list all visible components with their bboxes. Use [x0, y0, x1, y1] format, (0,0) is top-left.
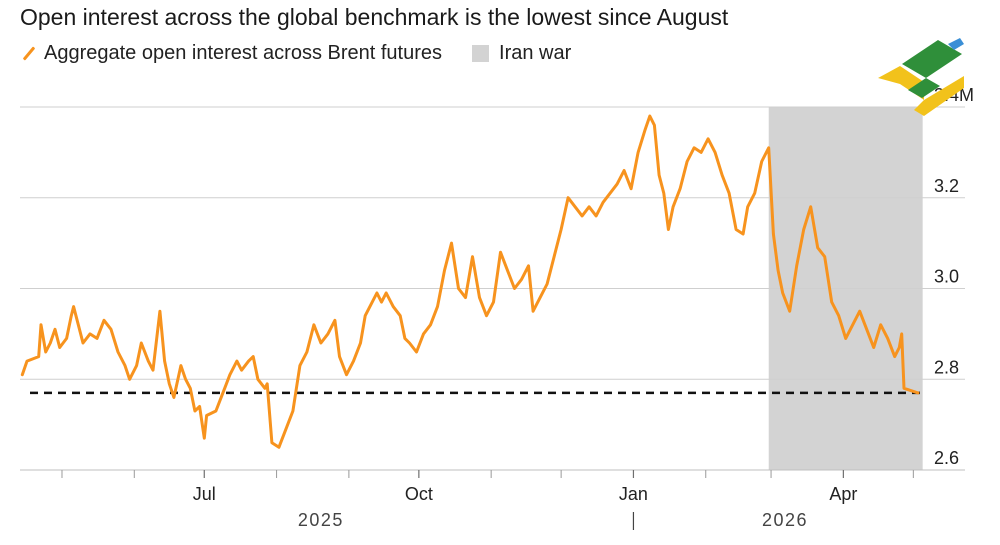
legend-shade-label: Iran war: [499, 41, 572, 64]
shade-swatch-icon: [472, 44, 490, 62]
y-axis: 2.62.83.03.23.4M: [934, 85, 974, 468]
series-line-brent-open-interest: [20, 114, 920, 449]
year-label: 2026: [762, 510, 808, 530]
y-tick-label: 3.0: [934, 267, 959, 287]
x-tick-label: Jan: [619, 484, 648, 504]
y-tick-label: 3.2: [934, 176, 959, 196]
brand-logo-icon: [878, 38, 964, 116]
year-label: 2025: [298, 510, 344, 530]
chart-title: Open interest across the global benchmar…: [20, 4, 729, 30]
x-axis: Jul Oct Jan Apr 2025 2026: [20, 469, 965, 530]
y-tick-label: 2.6: [934, 448, 959, 468]
legend-item-shade: Iran war: [472, 42, 571, 65]
x-tick-label: Oct: [405, 484, 433, 504]
x-tick-label: Jul: [193, 484, 216, 504]
legend-item-series: Aggregate open interest across Brent fut…: [20, 42, 442, 65]
legend-series-label: Aggregate open interest across Brent fut…: [44, 41, 443, 64]
series-layer: [20, 114, 920, 449]
chart-legend: Aggregate open interest across Brent fut…: [20, 40, 601, 66]
y-tick-label: 2.8: [934, 357, 959, 377]
x-tick-label: Apr: [829, 484, 857, 504]
